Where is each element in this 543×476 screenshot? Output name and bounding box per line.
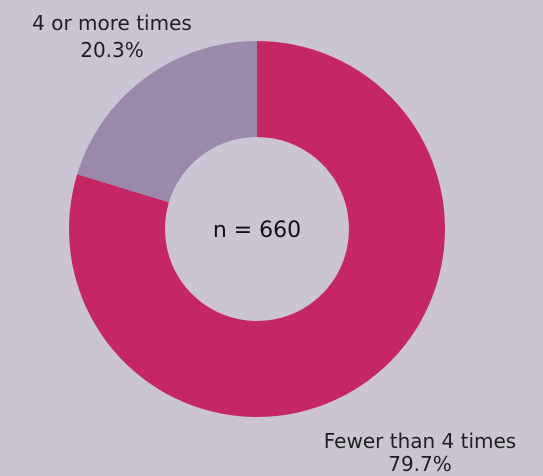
slice-value-fewer-than-4: 79.7% — [388, 452, 452, 476]
slice-label-4-or-more: 4 or more times — [32, 11, 192, 35]
donut-hole — [165, 137, 349, 321]
slice-label-fewer-than-4: Fewer than 4 times — [324, 429, 516, 453]
sample-size-label: n = 660 — [213, 218, 301, 243]
slice-value-4-or-more: 20.3% — [80, 38, 144, 62]
